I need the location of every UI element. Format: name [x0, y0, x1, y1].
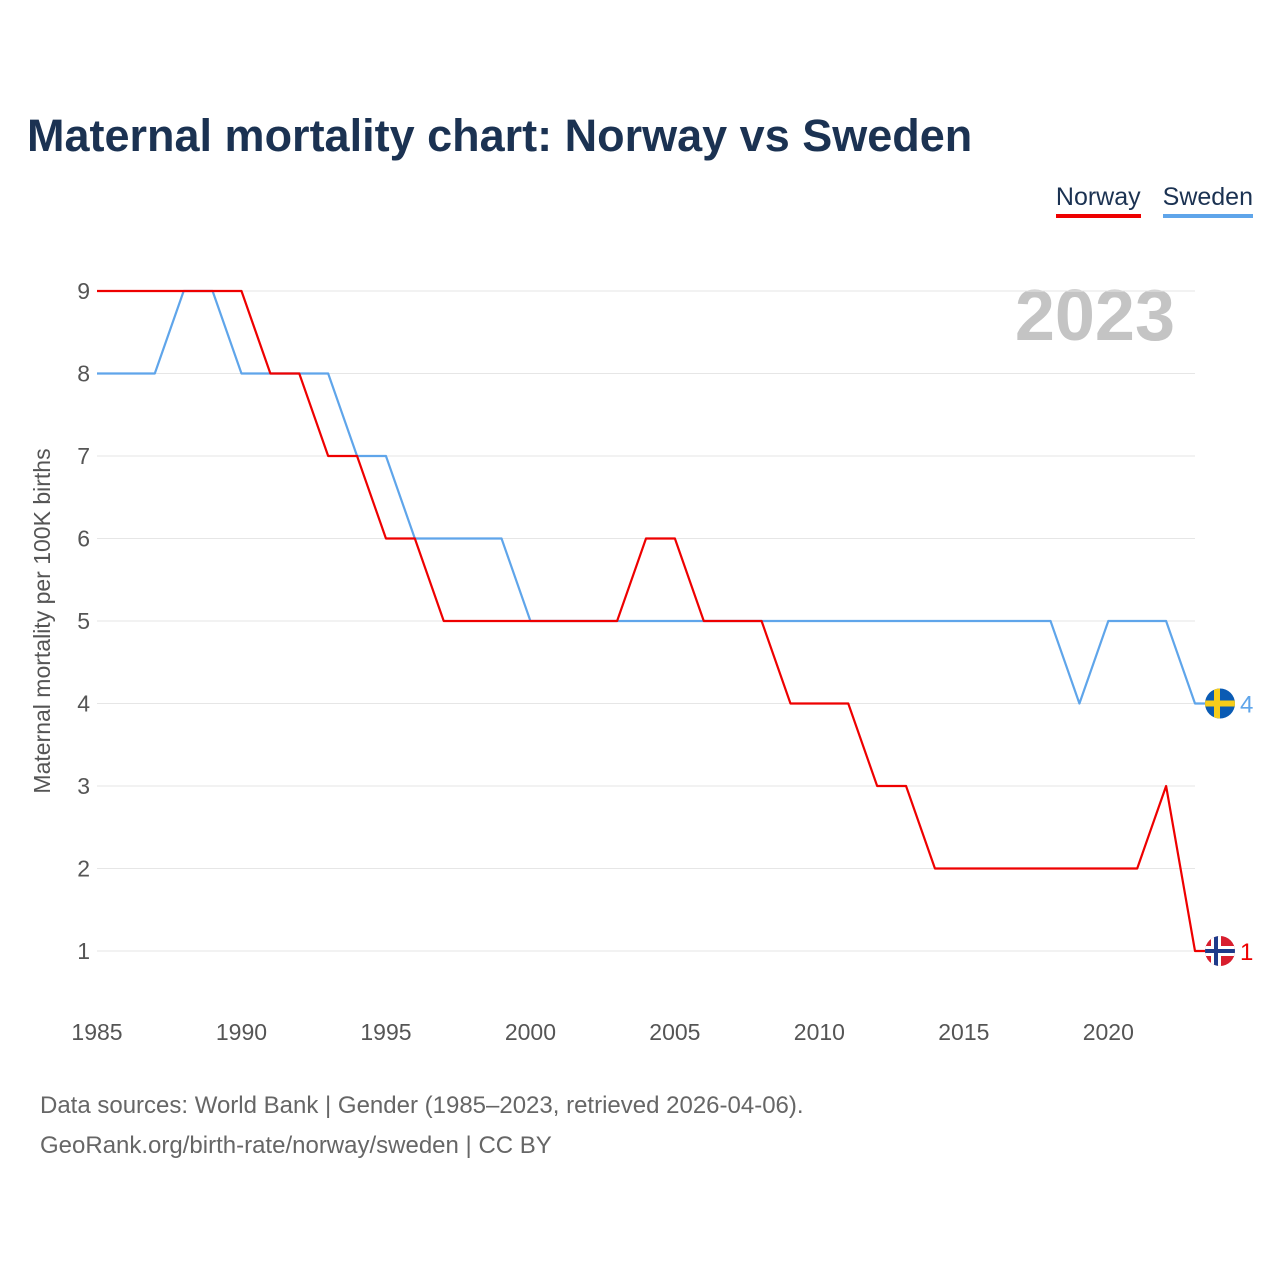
footer: Data sources: World Bank | Gender (1985–…: [40, 1086, 804, 1166]
y-tick-label: 1: [77, 938, 90, 964]
x-tick-label: 2000: [505, 1019, 556, 1045]
y-tick-label: 5: [77, 608, 90, 634]
x-tick-label: 1985: [71, 1019, 122, 1045]
legend: Norway Sweden: [1055, 183, 1253, 218]
x-tick-label: 1990: [216, 1019, 267, 1045]
x-tick-label: 2010: [794, 1019, 845, 1045]
x-tick-label: 1995: [360, 1019, 411, 1045]
legend-sweden[interactable]: Sweden: [1162, 183, 1253, 218]
chart-title: Maternal mortality chart: Norway vs Swed…: [27, 110, 973, 161]
x-tick-label: 2005: [649, 1019, 700, 1045]
footer-link[interactable]: GeoRank.org/birth-rate/norway/sweden | C…: [40, 1132, 552, 1159]
series-line-norway: [97, 289, 1220, 953]
legend-norway[interactable]: Norway: [1055, 183, 1141, 218]
y-tick-label: 2: [77, 856, 90, 882]
sweden-flag-icon: [1205, 688, 1235, 719]
norway-flag-icon: [1205, 936, 1235, 966]
y-axis-label: Maternal mortality per 100K births: [29, 448, 55, 793]
y-tick-label: 4: [77, 691, 90, 717]
x-tick-label: 2015: [938, 1019, 989, 1045]
x-tick-label: 2020: [1083, 1019, 1134, 1045]
y-tick-label: 3: [77, 773, 90, 799]
y-tick-label: 8: [77, 361, 90, 387]
footer-sources: Data sources: World Bank | Gender (1985–…: [40, 1092, 804, 1119]
end-value-label: 4: [1240, 692, 1253, 719]
y-tick-label: 9: [77, 278, 90, 304]
year-watermark: 2023: [1015, 276, 1175, 356]
y-tick-label: 6: [77, 526, 90, 552]
y-tick-label: 7: [77, 443, 90, 469]
end-value-label: 1: [1240, 939, 1253, 966]
